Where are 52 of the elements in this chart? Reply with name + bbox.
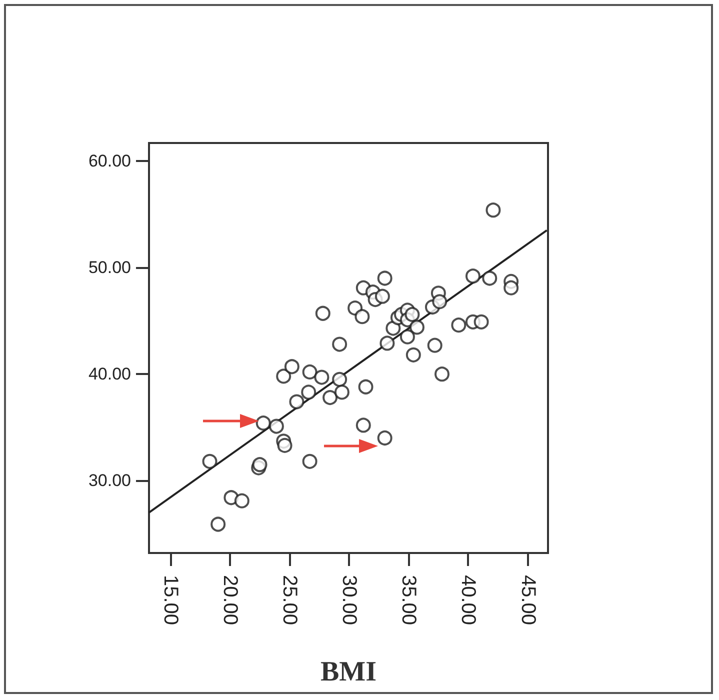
point [427, 338, 442, 353]
point [332, 372, 348, 387]
point [400, 329, 415, 344]
point [234, 493, 250, 508]
point [482, 270, 498, 286]
x-tick-label: 45.00 [516, 575, 539, 626]
point [434, 366, 450, 382]
point [202, 454, 218, 469]
point [374, 288, 390, 304]
point [451, 318, 466, 333]
point [302, 454, 318, 469]
x-tick-label: 40.00 [457, 575, 480, 626]
point [289, 394, 304, 410]
y-tick-label: 40.00 [88, 364, 131, 384]
point [377, 430, 392, 446]
point [256, 416, 271, 431]
point [210, 516, 226, 532]
point [277, 438, 292, 453]
point [315, 306, 330, 321]
x-tick-label: 25.00 [278, 575, 301, 626]
point [410, 320, 424, 335]
point [404, 306, 420, 322]
point [386, 320, 401, 336]
point [354, 309, 370, 324]
point [334, 384, 350, 400]
point [332, 336, 348, 352]
point [486, 202, 501, 218]
point [301, 384, 316, 400]
point [284, 359, 300, 374]
point [380, 336, 395, 351]
point [358, 379, 374, 394]
y-tick-label: 60.00 [88, 152, 131, 171]
point [474, 314, 489, 330]
point [465, 268, 480, 284]
point [302, 364, 318, 380]
point [314, 370, 330, 385]
x-tick-label: 15.00 [159, 575, 182, 626]
point [268, 418, 284, 434]
y-tick-label: 30.00 [88, 471, 131, 490]
x-tick-label: 20.00 [218, 575, 241, 626]
point [322, 390, 338, 406]
x-axis-title: BMI [320, 656, 376, 688]
x-tick-label: 35.00 [398, 575, 420, 626]
point [377, 270, 392, 286]
point [406, 347, 421, 362]
y-tick-label: 50.00 [88, 258, 131, 278]
point [356, 418, 371, 433]
point [432, 294, 448, 310]
point [504, 280, 519, 296]
point [252, 457, 268, 472]
x-tick-label: 30.00 [338, 575, 360, 626]
point [276, 368, 292, 384]
